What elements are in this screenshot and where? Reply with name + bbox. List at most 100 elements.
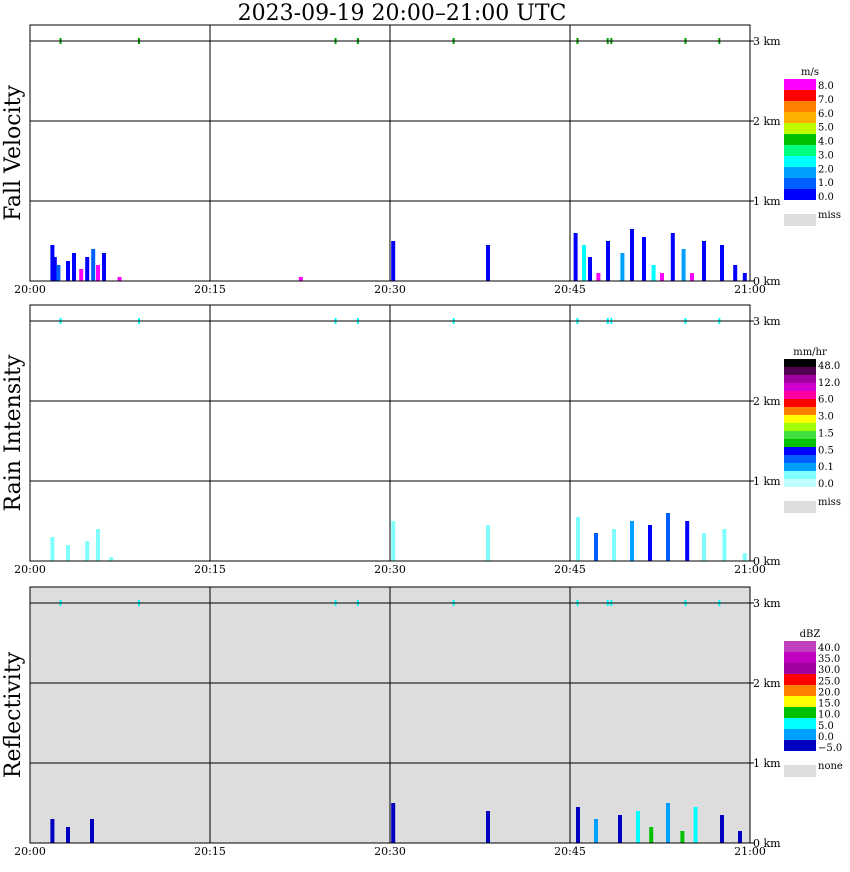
data-cell: [50, 819, 55, 843]
panel-2-frame: [29, 586, 751, 844]
data-cell: [79, 269, 84, 281]
data-cell: [66, 827, 70, 843]
x-tick-label: 20:45: [554, 283, 586, 296]
data-cell: [594, 819, 598, 843]
legend-label: 8.0: [818, 81, 834, 92]
data-cell: [618, 815, 622, 843]
data-cell: [681, 249, 686, 281]
data-cell: [702, 533, 706, 561]
legend-swatch: [784, 729, 816, 740]
x-tick-label: 20:30: [374, 845, 406, 858]
data-cell: [573, 233, 578, 281]
data-cell: [680, 831, 685, 843]
legend-swatch: [784, 178, 816, 189]
data-cell: [391, 241, 396, 281]
data-cell: [85, 257, 90, 281]
legend-swatch: [784, 359, 816, 367]
legend-label: 12.0: [818, 378, 840, 389]
legend-swatch: [784, 652, 816, 663]
height-tick-label: 3 km: [753, 597, 781, 610]
data-cell: [486, 525, 490, 561]
legend-label: 5.0: [818, 123, 834, 134]
data-cell: [670, 233, 675, 281]
height-tick-label: 1 km: [753, 757, 781, 770]
legend-swatch: [784, 399, 816, 407]
data-cell: [576, 517, 580, 561]
x-tick-label: 20:15: [194, 563, 226, 576]
x-tick-label: 20:00: [14, 845, 46, 858]
x-tick-label: 20:15: [194, 283, 226, 296]
legend-swatch: [784, 696, 816, 707]
data-cell: [720, 815, 724, 843]
data-cell: [648, 525, 652, 561]
legend-label: 15.0: [818, 699, 840, 710]
legend-label: 0.0: [818, 192, 834, 203]
legend-swatch: [784, 423, 816, 431]
legend-label: 7.0: [818, 95, 834, 106]
data-cell: [594, 533, 598, 561]
legend-label: 25.0: [818, 676, 840, 687]
legend-swatch: [784, 101, 816, 112]
data-cell: [486, 811, 490, 843]
legend-swatch: [784, 455, 816, 463]
x-tick-label: 20:45: [554, 563, 586, 576]
data-cell: [742, 553, 747, 561]
legend-swatch: [784, 112, 816, 123]
height-tick-label: 0 km: [753, 275, 781, 288]
legend-missing-label: miss: [818, 497, 841, 508]
x-tick-label: 20:15: [194, 845, 226, 858]
x-tick-label: 20:30: [374, 283, 406, 296]
data-cell: [72, 253, 76, 281]
legend-swatch: [784, 375, 816, 383]
data-cell: [391, 521, 396, 561]
data-cell: [50, 245, 55, 281]
legend-missing-swatch: [784, 765, 816, 777]
data-cell: [722, 529, 727, 561]
legend-missing-swatch: [784, 214, 816, 226]
legend-label: 5.0: [818, 721, 834, 732]
data-cell: [742, 273, 747, 281]
legend-swatch: [784, 167, 816, 178]
legend-label: 3.0: [818, 412, 834, 423]
data-cell: [660, 273, 664, 281]
data-cell: [56, 265, 61, 281]
panel-1-ylabel: Rain Intensity: [1, 354, 26, 511]
data-cell: [90, 819, 94, 843]
x-tick-label: 21:00: [734, 283, 766, 296]
legend-label: 20.0: [818, 687, 840, 698]
data-cell: [117, 277, 122, 281]
legend-unit: mm/hr: [793, 347, 827, 358]
data-cell: [588, 257, 592, 281]
data-cell: [109, 557, 114, 561]
legend-swatch: [784, 189, 816, 200]
legend-swatch: [784, 471, 816, 479]
legend-swatch: [784, 79, 816, 90]
data-cell: [636, 811, 640, 843]
height-tick-label: 2 km: [753, 115, 781, 128]
data-cell: [733, 265, 738, 281]
legend-swatch: [784, 447, 816, 455]
x-tick-label: 20:00: [14, 283, 46, 296]
data-cell: [66, 261, 70, 281]
panel-0-ylabel: Fall Velocity: [1, 85, 26, 221]
data-cell: [666, 803, 670, 843]
data-cell: [690, 273, 694, 281]
data-cell: [96, 265, 100, 281]
height-tick-label: 2 km: [753, 395, 781, 408]
data-cell: [606, 241, 610, 281]
panel-1-frame: [29, 304, 751, 562]
panel-0-frame: [29, 24, 751, 282]
legend-swatch: [784, 431, 816, 439]
legend-label: 2.0: [818, 164, 834, 175]
legend-unit: dBZ: [800, 629, 821, 640]
legend-label: 1.0: [818, 178, 834, 189]
data-cell: [666, 513, 670, 561]
data-cell: [102, 253, 106, 281]
legend-label: 4.0: [818, 137, 834, 148]
legend-swatch: [784, 391, 816, 399]
height-tick-label: 2 km: [753, 677, 781, 690]
panel-2-ylabel: Reflectivity: [1, 651, 26, 778]
legend-swatch: [784, 685, 816, 696]
legend-swatch: [784, 463, 816, 471]
